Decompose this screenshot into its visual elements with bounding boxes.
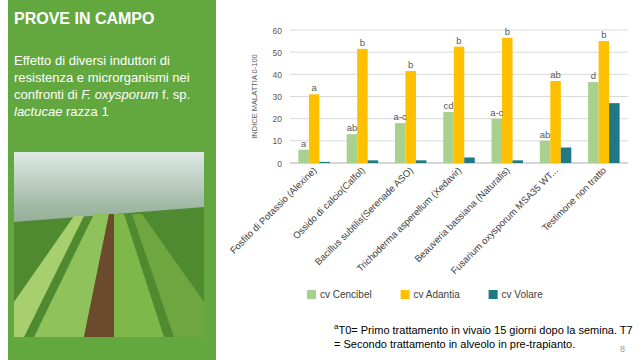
significance-letter: a [301, 138, 307, 149]
significance-letter: cd [443, 100, 453, 111]
y-tick-label: 30 [273, 92, 283, 102]
bar [309, 94, 320, 163]
bar [561, 147, 572, 163]
bar [347, 134, 358, 163]
slide-subtitle: Effetto di diversi induttori di resisten… [14, 52, 204, 120]
slide-title: PROVE IN CAMPO [14, 10, 154, 28]
y-tick-label: 50 [273, 48, 283, 58]
bar [395, 123, 406, 163]
y-tick-label: 0 [277, 159, 282, 169]
bar [540, 141, 551, 163]
significance-letter: b [505, 26, 510, 37]
x-tick-label: Fusarium oxysporum MSA35 WT... [448, 165, 560, 277]
bar [464, 157, 475, 163]
bar [609, 103, 620, 163]
legend-label: cv Volare [502, 289, 544, 300]
bar [502, 38, 513, 163]
subtitle-part: f. sp. [158, 87, 190, 102]
bar [513, 160, 524, 163]
bar [298, 150, 309, 163]
bar [443, 112, 454, 163]
legend-label: cv Adantia [414, 289, 461, 300]
y-tick-label: 60 [273, 26, 283, 36]
bar [588, 82, 599, 163]
x-tick-label: Beauveria bassiana (Naturalis) [412, 165, 512, 265]
chart: 0102030405060INDICE MALATTIA 0-100aaabba… [0, 0, 640, 360]
bar [550, 81, 561, 163]
subtitle-part: lactucae [14, 104, 62, 119]
page-number: 8 [620, 344, 625, 354]
grid-line [290, 30, 628, 31]
significance-letter: a [311, 82, 317, 93]
subtitle-part: F. oxysporum [81, 87, 158, 102]
x-tick-label: Bacillus subtilis(Serenade ASO) [313, 165, 416, 268]
footnote-text: T0= Primo trattamento in vivaio 15 giorn… [334, 324, 633, 350]
legend: cv Cencibel cv Adantia cv Volare [307, 289, 543, 300]
bar [319, 162, 330, 163]
photo [14, 152, 204, 337]
bar [368, 160, 379, 163]
y-tick-label: 20 [273, 114, 283, 124]
legend-swatch [489, 290, 498, 299]
y-tick-label: 10 [273, 136, 283, 146]
significance-letter: ab [347, 122, 358, 133]
bar [405, 71, 416, 163]
significance-letter: d [591, 70, 596, 81]
legend-swatch [401, 290, 410, 299]
bar [416, 160, 427, 163]
y-axis-label: INDICE MALATTIA 0-100 [250, 54, 259, 138]
legend-label: cv Cencibel [320, 289, 372, 300]
significance-letter: b [456, 35, 461, 46]
significance-letter: a-c [394, 111, 407, 122]
bar [454, 47, 465, 163]
x-tick-label: Trichoderma asperellum (Xedavir) [354, 165, 463, 274]
x-tick-label: Fosfito di Potassio (Alexine) [228, 165, 319, 256]
y-tick-label: 40 [273, 70, 283, 80]
x-tick-label: Testimone non tratto [540, 165, 609, 234]
footnote-mark: a [334, 322, 338, 331]
significance-letter: ab [550, 69, 561, 80]
bar [357, 49, 368, 163]
significance-letter: b [601, 29, 606, 40]
bar [492, 119, 503, 163]
footnote: aT0= Primo trattamento in vivaio 15 gior… [334, 320, 634, 351]
annotations: a a ab b a-c b cd b a-c b ab ab d b [301, 26, 607, 149]
bar [599, 41, 610, 163]
subtitle-part: razza 1 [62, 104, 108, 119]
significance-letter: ab [540, 129, 551, 140]
significance-letter: b [360, 37, 365, 48]
bars [298, 38, 619, 163]
legend-swatch [307, 290, 316, 299]
significance-letter: b [408, 59, 413, 70]
significance-letter: a-c [490, 107, 503, 118]
